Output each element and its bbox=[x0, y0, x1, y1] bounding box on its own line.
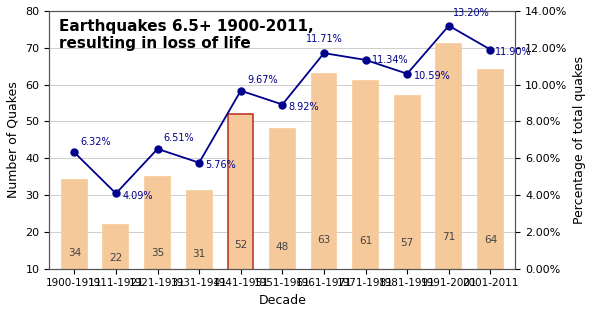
Bar bbox=[228, 114, 253, 306]
Text: 52: 52 bbox=[234, 240, 247, 250]
Text: 31: 31 bbox=[193, 250, 206, 259]
Bar bbox=[270, 129, 295, 306]
Bar bbox=[103, 225, 129, 306]
Text: 10.59%: 10.59% bbox=[413, 71, 450, 81]
Bar bbox=[62, 180, 87, 306]
Bar bbox=[145, 177, 170, 306]
Bar bbox=[478, 70, 503, 306]
Text: 71: 71 bbox=[442, 232, 455, 242]
Text: 5.76%: 5.76% bbox=[205, 160, 236, 170]
Bar bbox=[395, 96, 420, 306]
Text: 64: 64 bbox=[484, 235, 497, 245]
Text: 61: 61 bbox=[359, 236, 372, 246]
Bar bbox=[187, 192, 212, 306]
Text: 6.32%: 6.32% bbox=[81, 137, 111, 147]
Text: 35: 35 bbox=[151, 248, 164, 258]
Y-axis label: Percentage of total quakes: Percentage of total quakes bbox=[573, 56, 586, 224]
Text: 34: 34 bbox=[68, 248, 81, 258]
Text: 4.09%: 4.09% bbox=[122, 191, 152, 201]
Bar bbox=[311, 73, 336, 306]
Bar bbox=[436, 44, 461, 306]
Text: 11.34%: 11.34% bbox=[372, 56, 409, 65]
Text: 48: 48 bbox=[276, 242, 289, 252]
Text: 22: 22 bbox=[109, 253, 123, 263]
Text: 57: 57 bbox=[401, 238, 414, 248]
Text: 9.67%: 9.67% bbox=[247, 75, 278, 85]
Text: 11.71%: 11.71% bbox=[305, 34, 342, 44]
Y-axis label: Number of Quakes: Number of Quakes bbox=[7, 82, 20, 198]
X-axis label: Decade: Decade bbox=[259, 294, 307, 307]
Text: 6.51%: 6.51% bbox=[164, 133, 195, 143]
Text: 8.92%: 8.92% bbox=[289, 102, 319, 112]
Text: 63: 63 bbox=[317, 236, 331, 245]
Text: 11.90%: 11.90% bbox=[495, 47, 531, 57]
Bar bbox=[353, 81, 378, 306]
Text: Earthquakes 6.5+ 1900-2011,
resulting in loss of life: Earthquakes 6.5+ 1900-2011, resulting in… bbox=[59, 19, 313, 51]
Text: 13.20%: 13.20% bbox=[453, 8, 490, 18]
